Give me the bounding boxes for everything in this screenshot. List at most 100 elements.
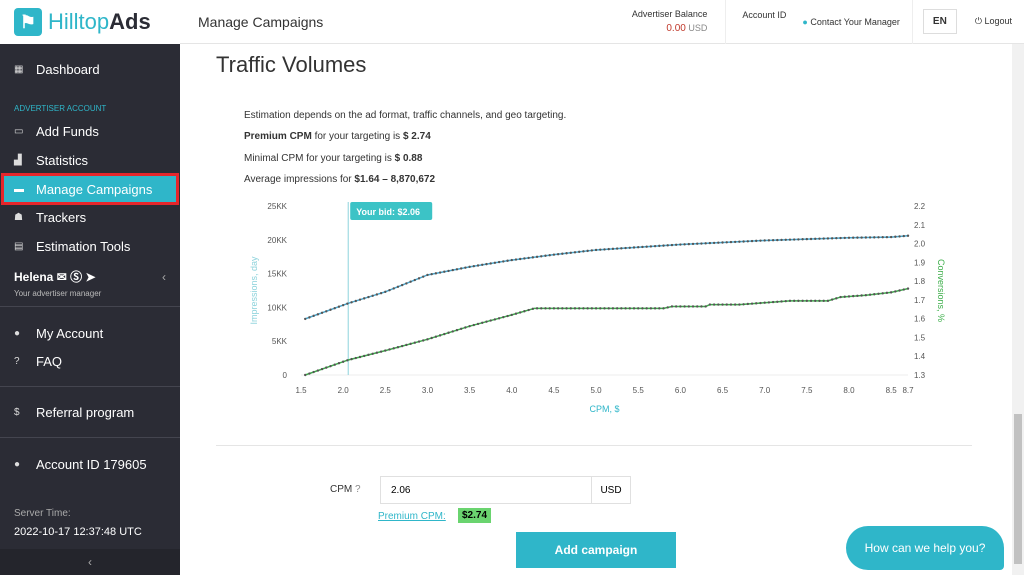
data-point — [312, 370, 315, 374]
divider — [0, 437, 180, 438]
data-point — [767, 239, 771, 242]
collapse-sidebar-button[interactable]: ‹ — [0, 549, 180, 575]
skype-icon[interactable]: Ⓢ — [70, 270, 83, 284]
y-tick-label: 10KK — [267, 303, 287, 312]
data-point — [620, 247, 623, 250]
contact-manager-link[interactable]: ● Contact Your Manager — [802, 16, 900, 27]
data-point — [607, 247, 610, 251]
data-point — [885, 291, 889, 295]
data-point — [379, 350, 383, 353]
manager-block: Helena ✉ Ⓢ ➤ Your advertiser manager — [14, 270, 102, 298]
scrollbar[interactable] — [1012, 44, 1024, 575]
data-point — [784, 299, 787, 303]
data-point — [438, 271, 442, 274]
data-point — [750, 239, 754, 243]
data-point — [552, 253, 556, 256]
data-point — [379, 291, 383, 295]
data-point — [767, 301, 771, 304]
sidebar-item-referral[interactable]: $ Referral program — [14, 404, 135, 420]
data-point — [375, 351, 379, 354]
data-point — [586, 307, 589, 310]
y-tick-label: 5KK — [272, 337, 288, 346]
x-tick-label: 1.5 — [295, 386, 307, 395]
data-point — [384, 349, 387, 352]
data-point — [569, 307, 572, 310]
x-tick-label: 3.5 — [464, 386, 476, 395]
data-point — [666, 306, 669, 309]
data-point — [624, 307, 627, 310]
logout-button[interactable]: ⏻ Logout — [974, 16, 1012, 26]
y2-tick-label: 1.9 — [914, 258, 926, 267]
sidebar-item-manage-campaigns[interactable]: ▬ Manage Campaigns — [1, 173, 179, 205]
data-point — [662, 307, 665, 310]
data-point — [662, 244, 665, 247]
data-point — [788, 238, 792, 241]
cpm-input[interactable] — [380, 476, 592, 504]
data-point — [759, 239, 762, 242]
data-point — [599, 307, 602, 310]
data-point — [856, 294, 859, 298]
data-point — [721, 303, 724, 306]
premium-cpm-link[interactable]: Premium CPM: — [378, 511, 446, 522]
data-point — [818, 299, 821, 303]
data-point — [417, 340, 421, 343]
x-tick-label: 2.0 — [338, 386, 350, 395]
add-campaign-button[interactable]: Add campaign — [516, 532, 676, 568]
data-point — [696, 242, 699, 245]
data-point — [885, 235, 889, 239]
data-point — [325, 366, 328, 369]
mail-icon[interactable]: ✉ — [56, 270, 67, 284]
data-point — [354, 299, 357, 303]
data-point — [641, 307, 644, 310]
data-point — [594, 248, 598, 252]
sidebar-item-statistics[interactable]: ▟ Statistics — [14, 152, 89, 168]
data-point — [906, 234, 910, 237]
data-point — [447, 269, 450, 273]
data-point — [603, 307, 606, 310]
data-point — [578, 250, 581, 254]
data-point — [459, 327, 463, 331]
logo[interactable]: ⚑ Hilltop Ads — [0, 0, 180, 44]
data-point — [611, 247, 615, 251]
data-point — [590, 249, 594, 252]
sidebar-item-my-account[interactable]: ● My Account — [14, 325, 104, 341]
data-point — [603, 248, 606, 251]
power-icon: ⏻ — [974, 16, 982, 26]
y-tick-label: 20KK — [267, 236, 287, 245]
sidebar-item-estimation-tools[interactable]: ▤ Estimation Tools — [14, 238, 131, 254]
data-point — [889, 291, 893, 294]
help-chat-button[interactable]: How can we help you? — [846, 526, 1004, 570]
data-point — [476, 264, 480, 267]
data-point — [776, 300, 779, 303]
chevron-left-icon[interactable]: ‹ — [162, 270, 166, 284]
data-point — [700, 242, 703, 245]
sidebar-item-faq[interactable]: ? FAQ — [14, 353, 63, 369]
data-point — [641, 245, 644, 249]
data-point — [582, 250, 585, 253]
data-point — [417, 277, 421, 280]
premium-cpm-badge[interactable]: $2.74 — [458, 508, 492, 523]
y2-tick-label: 1.4 — [914, 352, 926, 361]
data-point — [341, 360, 345, 363]
data-point — [371, 294, 374, 297]
data-point — [354, 356, 357, 360]
data-point — [573, 307, 577, 310]
y2-tick-label: 1.6 — [914, 315, 926, 324]
data-point — [405, 343, 408, 347]
data-point — [750, 302, 754, 305]
sidebar-item-add-funds[interactable]: ▭ Add Funds — [14, 123, 99, 139]
data-point — [632, 246, 636, 249]
question-icon: ? — [14, 355, 20, 367]
data-point — [847, 236, 851, 239]
data-point — [725, 303, 728, 306]
data-point — [308, 316, 311, 319]
section-heading: Traffic Volumes — [216, 52, 367, 77]
language-button[interactable]: EN — [922, 9, 957, 34]
y-tick-label: 0 — [283, 371, 288, 380]
telegram-icon[interactable]: ➤ — [85, 270, 96, 284]
sidebar-item-trackers[interactable]: ☗ Trackers — [14, 209, 87, 225]
sidebar-item-dashboard[interactable]: ▦ Dashboard — [14, 61, 100, 77]
data-point — [476, 322, 480, 326]
server-time: Server Time: 2022-10-17 12:37:48 UTC — [14, 508, 142, 538]
data-point — [792, 299, 796, 303]
